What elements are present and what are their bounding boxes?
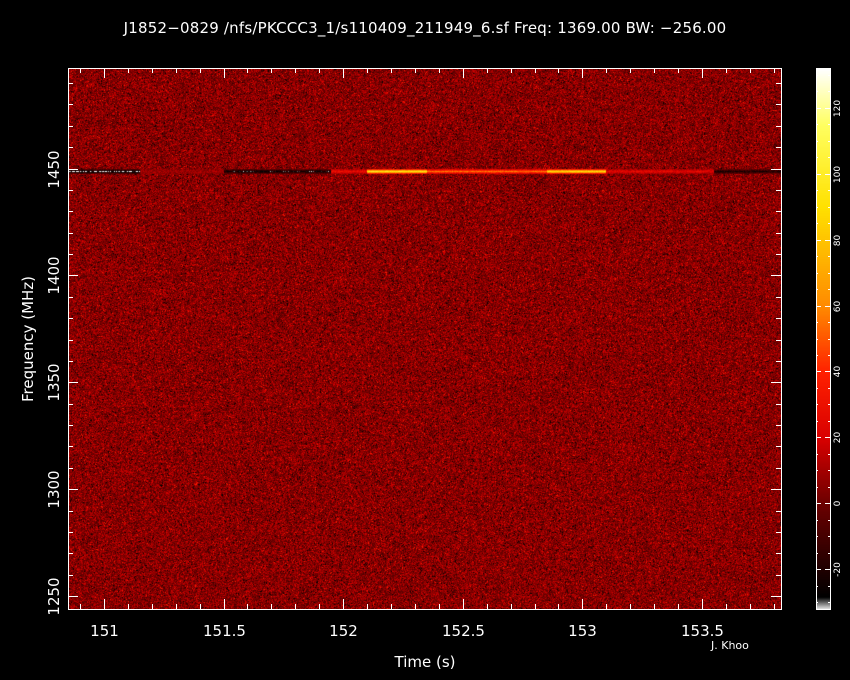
- colorbar-axis: -20 0 20 40 60 80 100 120: [816, 75, 843, 603]
- y-tick-label: 1300: [45, 470, 63, 508]
- y-tick-label: 1400: [45, 256, 63, 294]
- x-tick-label: 151.5: [203, 622, 246, 640]
- y-axis: 1250 1300 1350 1400 1450: [45, 83, 781, 616]
- x-axis-label: Time (s): [394, 653, 456, 671]
- colorbar-tick-label: 100: [833, 166, 843, 183]
- y-tick-label: 1250: [45, 577, 63, 615]
- x-tick-label: 152: [329, 622, 358, 640]
- y-tick-label: 1350: [45, 363, 63, 401]
- colorbar-tick-label: 20: [833, 432, 843, 444]
- plot-border: [68, 68, 782, 610]
- colorbar-tick-label: 40: [833, 366, 843, 378]
- colorbar-tick-label: 80: [833, 235, 843, 247]
- colorbar-tick-label: 0: [833, 500, 843, 506]
- credit-text: J. Khoo: [711, 639, 749, 652]
- chart-title: J1852−0829 /nfs/PKCCC3_1/s110409_211949_…: [123, 19, 727, 37]
- dynamic-spectrum-heatmap: [68, 68, 781, 609]
- colorbar-tick-label: 60: [833, 301, 843, 313]
- x-tick-label: 151: [90, 622, 119, 640]
- x-tick-label: 153: [568, 622, 597, 640]
- y-tick-label: 1450: [45, 150, 63, 188]
- plot-axes-box: [68, 68, 831, 610]
- colorbar-tick-label: 120: [833, 100, 843, 117]
- colorbar-tick-label: -20: [833, 562, 843, 577]
- y-axis-label: Frequency (MHz): [19, 276, 37, 402]
- x-axis: 151 151.5 152 152.5 153 153.5: [80, 68, 775, 640]
- x-tick-label: 153.5: [681, 622, 724, 640]
- colorbar-gradient: [816, 69, 830, 610]
- x-tick-label: 152.5: [442, 622, 485, 640]
